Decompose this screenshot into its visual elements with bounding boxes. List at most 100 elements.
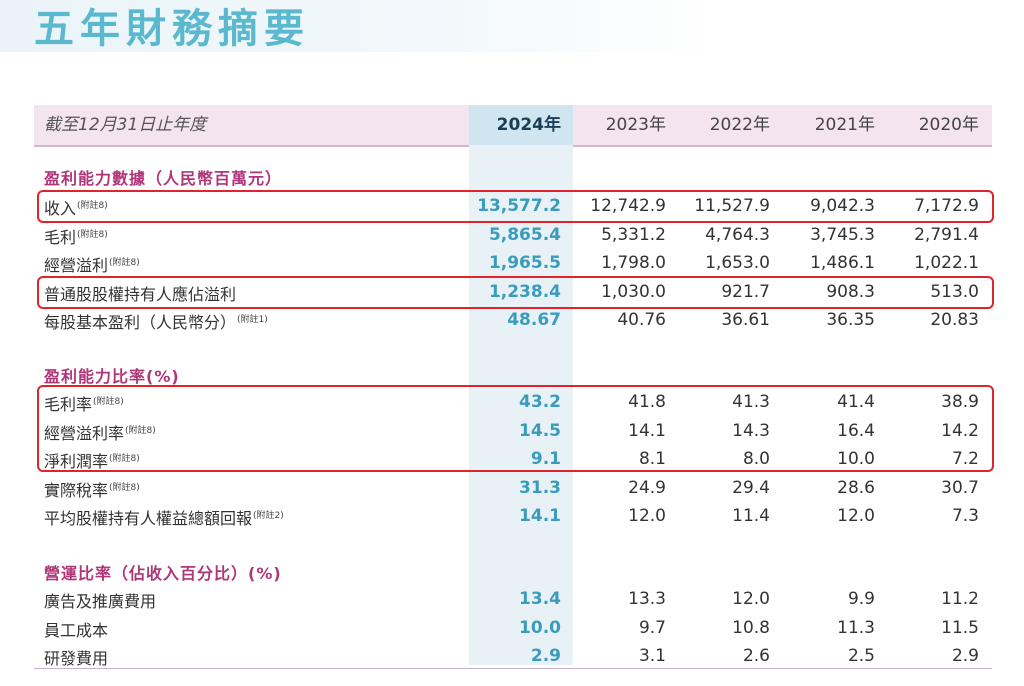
value-2023: 9.7 bbox=[638, 618, 666, 638]
value-2020: 11.2 bbox=[941, 589, 979, 609]
value-2023: 1,798.0 bbox=[601, 253, 666, 273]
table-row: 毛利率(附註8) 43.2 41.8 41.3 41.4 38.9 bbox=[34, 388, 992, 416]
value-2021: 1,486.1 bbox=[810, 253, 875, 273]
value-2020: 11.5 bbox=[941, 618, 979, 638]
value-2023: 24.9 bbox=[628, 478, 666, 498]
table-row: 淨利潤率(附註8) 9.1 8.1 8.0 10.0 7.2 bbox=[34, 445, 992, 473]
section-title-profitability-data: 盈利能力數據（人民幣百萬元） bbox=[44, 169, 283, 188]
table-row: 每股基本盈利（人民幣分）(附註1) 48.67 40.76 36.61 36.3… bbox=[34, 306, 992, 334]
value-2024: 9.1 bbox=[530, 449, 561, 469]
table-row: 廣告及推廣費用 13.4 13.3 12.0 9.9 11.2 bbox=[34, 585, 992, 613]
value-2024: 14.5 bbox=[519, 421, 561, 441]
value-2021: 9.9 bbox=[847, 589, 875, 609]
value-2022: 2.6 bbox=[742, 646, 770, 666]
row-label: 收入(附註8) bbox=[44, 199, 108, 218]
value-2023: 40.76 bbox=[617, 310, 666, 330]
row-label: 平均股權持有人權益總額回報(附註2) bbox=[44, 509, 284, 528]
row-note: (附註8) bbox=[109, 258, 140, 268]
value-2022: 29.4 bbox=[732, 478, 770, 498]
row-note: (附註8) bbox=[77, 201, 108, 211]
value-2021: 10.0 bbox=[837, 449, 875, 469]
value-2024: 31.3 bbox=[519, 478, 561, 498]
value-2022: 12.0 bbox=[732, 589, 770, 609]
value-2021: 16.4 bbox=[837, 421, 875, 441]
value-2023: 14.1 bbox=[628, 421, 666, 441]
value-2020: 7,172.9 bbox=[914, 196, 979, 216]
value-2021: 908.3 bbox=[826, 282, 875, 302]
row-note: (附註2) bbox=[253, 511, 284, 521]
table-row: 員工成本 10.0 9.7 10.8 11.3 11.5 bbox=[34, 614, 992, 642]
value-2023: 3.1 bbox=[638, 646, 666, 666]
value-2020: 1,022.1 bbox=[914, 253, 979, 273]
value-2022: 36.61 bbox=[721, 310, 770, 330]
row-label: 實際稅率(附註8) bbox=[44, 481, 140, 500]
row-label: 研發費用 bbox=[44, 649, 109, 668]
value-2023: 41.8 bbox=[628, 392, 666, 412]
row-label: 廣告及推廣費用 bbox=[44, 592, 157, 611]
row-note: (附註8) bbox=[77, 230, 108, 240]
value-2021: 41.4 bbox=[837, 392, 875, 412]
table-row: 實際稅率(附註8) 31.3 24.9 29.4 28.6 30.7 bbox=[34, 474, 992, 502]
value-2024: 1,238.4 bbox=[488, 282, 561, 302]
header-period-label: 截至12月31日止年度 bbox=[44, 115, 207, 135]
table-bottom-rule bbox=[34, 668, 992, 669]
value-2024: 2.9 bbox=[530, 646, 561, 666]
row-label: 淨利潤率(附註8) bbox=[44, 452, 140, 471]
value-2021: 28.6 bbox=[837, 478, 875, 498]
header-year-2022: 2022年 bbox=[709, 115, 770, 135]
row-label: 毛利(附註8) bbox=[44, 228, 108, 247]
value-2021: 12.0 bbox=[837, 506, 875, 526]
value-2020: 20.83 bbox=[930, 310, 979, 330]
value-2020: 7.3 bbox=[951, 506, 979, 526]
table-row: 經營溢利(附註8) 1,965.5 1,798.0 1,653.0 1,486.… bbox=[34, 249, 992, 277]
value-2023: 13.3 bbox=[628, 589, 666, 609]
row-label: 經營溢利率(附註8) bbox=[44, 424, 156, 443]
value-2021: 9,042.3 bbox=[810, 196, 875, 216]
row-note: (附註8) bbox=[109, 483, 140, 493]
value-2024: 43.2 bbox=[519, 392, 561, 412]
value-2023: 12,742.9 bbox=[590, 196, 666, 216]
table-row: 經營溢利率(附註8) 14.5 14.1 14.3 16.4 14.2 bbox=[34, 417, 992, 445]
header-year-2024: 2024年 bbox=[496, 115, 561, 135]
value-2020: 2.9 bbox=[951, 646, 979, 666]
value-2024: 48.67 bbox=[507, 310, 561, 330]
title-band bbox=[0, 0, 722, 52]
row-note: (附註8) bbox=[125, 426, 156, 436]
value-2024: 14.1 bbox=[519, 506, 561, 526]
value-2022: 11.4 bbox=[732, 506, 770, 526]
value-2024: 13,577.2 bbox=[477, 196, 561, 216]
value-2020: 2,791.4 bbox=[914, 225, 979, 245]
value-2022: 14.3 bbox=[732, 421, 770, 441]
row-note: (附註8) bbox=[109, 454, 140, 464]
value-2022: 921.7 bbox=[721, 282, 770, 302]
value-2024: 5,865.4 bbox=[488, 225, 561, 245]
value-2020: 30.7 bbox=[941, 478, 979, 498]
row-label: 每股基本盈利（人民幣分）(附註1) bbox=[44, 313, 268, 332]
row-label: 員工成本 bbox=[44, 621, 109, 640]
row-label: 經營溢利(附註8) bbox=[44, 256, 140, 275]
highlight-box-profit-ratios bbox=[37, 385, 994, 472]
value-2024: 13.4 bbox=[519, 589, 561, 609]
value-2024: 1,965.5 bbox=[488, 253, 561, 273]
row-note: (附註1) bbox=[237, 315, 268, 325]
value-2022: 1,653.0 bbox=[705, 253, 770, 273]
section-title-profitability-ratios: 盈利能力比率(%) bbox=[44, 367, 180, 386]
value-2021: 11.3 bbox=[837, 618, 875, 638]
value-2020: 38.9 bbox=[941, 392, 979, 412]
value-2022: 4,764.3 bbox=[705, 225, 770, 245]
header-year-2023: 2023年 bbox=[605, 115, 666, 135]
value-2020: 14.2 bbox=[941, 421, 979, 441]
value-2022: 10.8 bbox=[732, 618, 770, 638]
row-label: 毛利率(附註8) bbox=[44, 395, 124, 414]
value-2020: 7.2 bbox=[951, 449, 979, 469]
table-row: 研發費用 2.9 3.1 2.6 2.5 2.9 bbox=[34, 642, 992, 670]
value-2021: 2.5 bbox=[847, 646, 875, 666]
value-2023: 1,030.0 bbox=[601, 282, 666, 302]
value-2024: 10.0 bbox=[519, 618, 561, 638]
current-year-header-highlight bbox=[469, 105, 573, 145]
highlight-box-revenue bbox=[37, 190, 994, 223]
table-row: 收入(附註8) 13,577.2 12,742.9 11,527.9 9,042… bbox=[34, 192, 992, 220]
row-note: (附註8) bbox=[93, 397, 124, 407]
value-2023: 5,331.2 bbox=[601, 225, 666, 245]
row-label: 普通股股權持有人應佔溢利 bbox=[44, 285, 237, 304]
